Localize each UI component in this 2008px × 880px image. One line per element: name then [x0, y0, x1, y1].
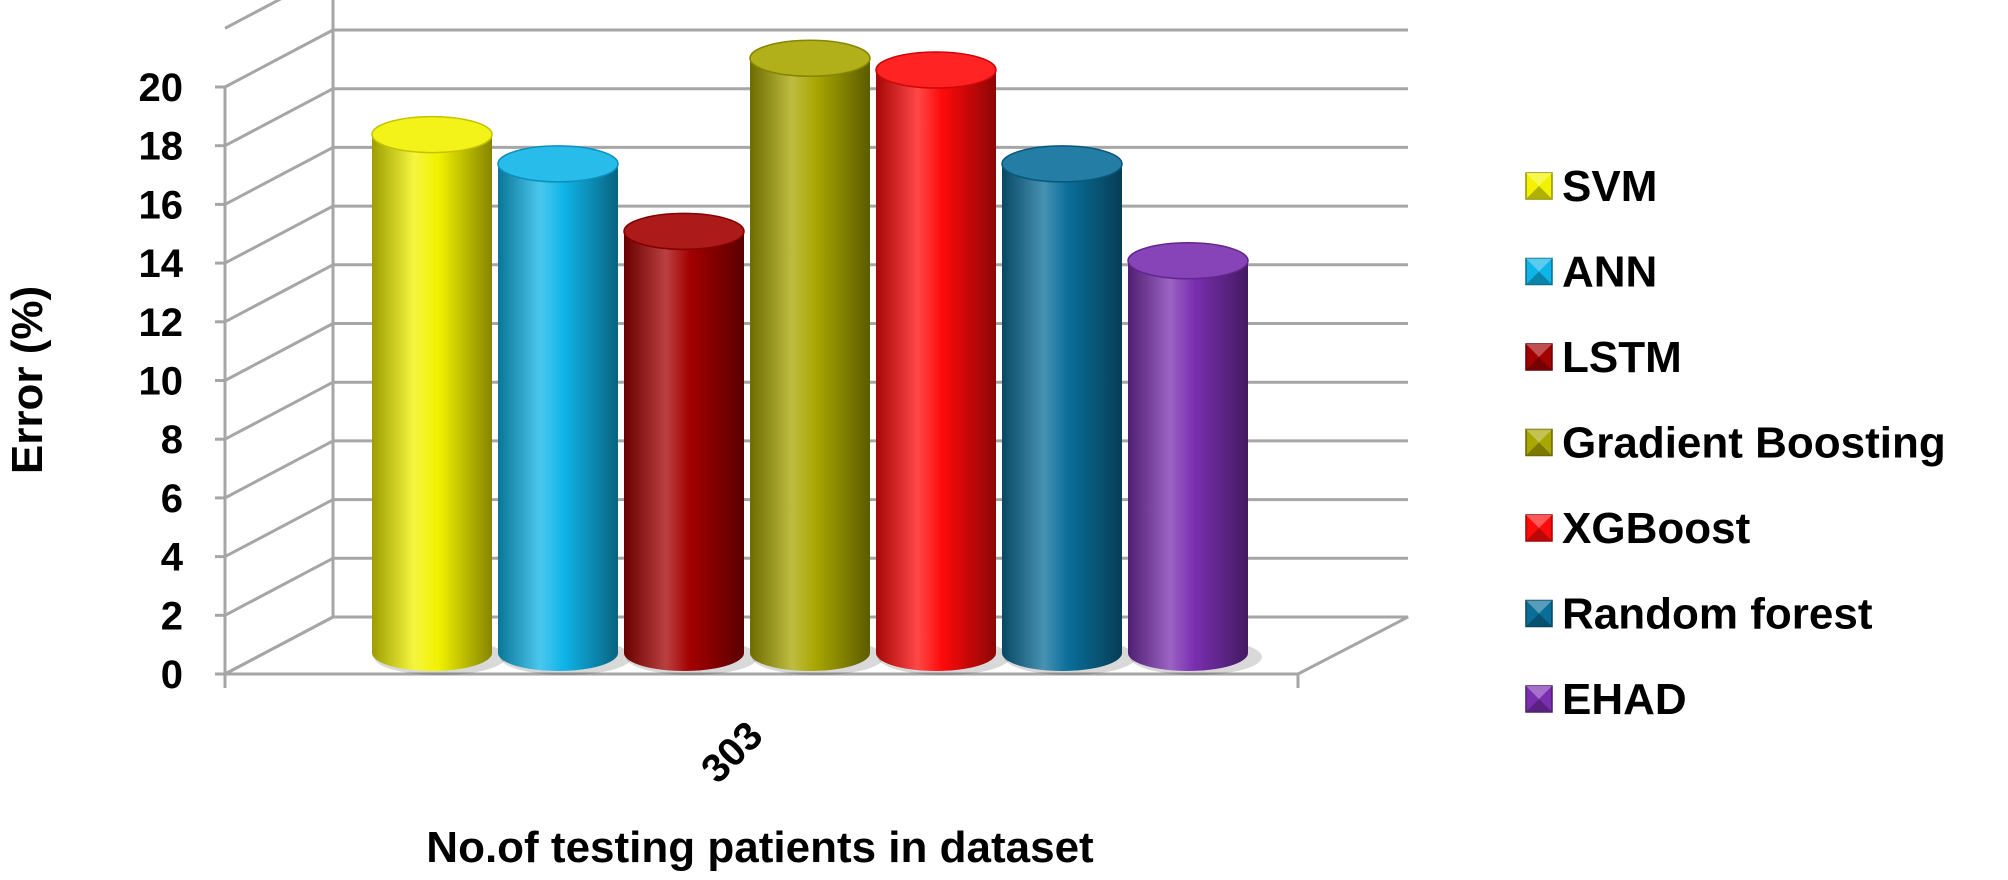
- bar: [623, 212, 758, 675]
- legend-item: EHAD: [1525, 675, 1687, 724]
- y-tick-label: 20: [139, 66, 184, 110]
- legend-label: Gradient Boosting: [1562, 419, 1946, 468]
- legend-item: LSTM: [1525, 333, 1682, 382]
- y-tick-label: 6: [161, 477, 183, 521]
- bar: [371, 115, 506, 675]
- y-tick-label: 12: [139, 301, 184, 345]
- y-tick-label: 18: [139, 125, 184, 169]
- legend-label: EHAD: [1562, 675, 1687, 724]
- bar: [1127, 242, 1262, 675]
- legend-swatch: [1525, 257, 1553, 286]
- y-tick-label: 10: [139, 360, 184, 404]
- bar: [497, 145, 632, 675]
- x-axis-title: No.of testing patients in dataset: [426, 823, 1094, 872]
- gridline: [215, 145, 1408, 206]
- y-axis-title: Error (%): [3, 286, 52, 474]
- legend-swatch: [1525, 514, 1553, 542]
- legend-item: Gradient Boosting: [1525, 419, 1946, 468]
- legend-label: LSTM: [1562, 333, 1682, 382]
- legend-swatch: [1525, 172, 1553, 200]
- y-tick-label: 2: [161, 594, 183, 638]
- legend-item: SVM: [1525, 162, 1657, 211]
- gridline: [215, 87, 1408, 148]
- legend-label: SVM: [1562, 162, 1657, 211]
- legend-swatch: [1525, 599, 1553, 628]
- x-tick-label: 303: [693, 713, 771, 791]
- legend-item: Random forest: [1525, 590, 1873, 639]
- y-tick-label: 14: [139, 242, 184, 286]
- legend-item: ANN: [1525, 248, 1657, 297]
- legend-label: XGBoost: [1562, 504, 1751, 553]
- legend-swatch: [1525, 685, 1553, 713]
- bar: [749, 39, 884, 675]
- y-tick-labels: 0 2 4 6 8 10 12 14 16 18 20: [139, 66, 184, 697]
- legend-swatch: [1525, 428, 1553, 457]
- y-tick-label: 0: [161, 653, 183, 697]
- x-tick-labels: 303: [693, 713, 771, 791]
- bar: [1001, 145, 1136, 675]
- bars: [371, 39, 1262, 675]
- gridline: [224, 0, 282, 30]
- gridline: [215, 28, 1408, 89]
- legend-label: Random forest: [1562, 590, 1873, 639]
- legend: SVM ANN LSTM Gradient Boosting XGBoost Random…: [1525, 162, 1946, 724]
- y-tick-label: 16: [139, 183, 184, 227]
- legend-item: XGBoost: [1525, 504, 1751, 553]
- legend-swatch: [1525, 343, 1553, 371]
- y-tick-label: 8: [161, 418, 183, 462]
- legend-label: ANN: [1562, 248, 1657, 297]
- bar: [875, 51, 1010, 675]
- y-tick-label: 4: [161, 536, 184, 580]
